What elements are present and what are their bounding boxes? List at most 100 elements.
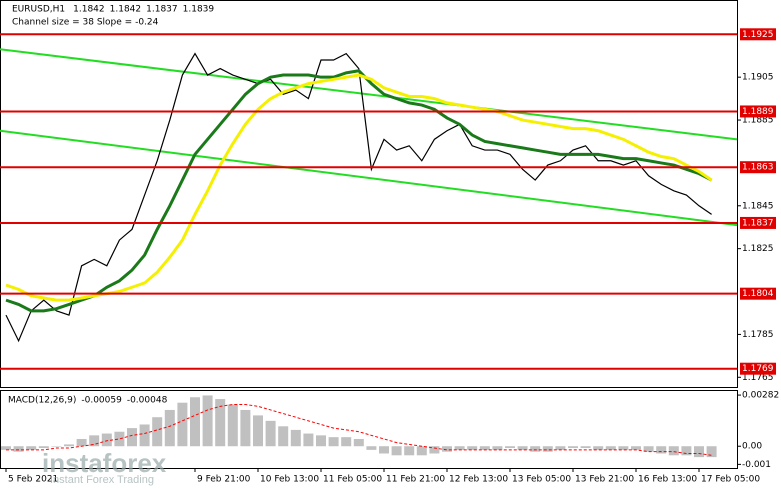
series-line <box>5 69 713 313</box>
histogram-bar <box>391 446 402 456</box>
histogram-bar <box>114 431 125 447</box>
histogram-bar <box>542 446 553 452</box>
histogram-bar <box>467 446 478 450</box>
histogram-bar <box>492 446 503 450</box>
histogram-bar <box>379 446 389 454</box>
macd-frame <box>0 390 738 469</box>
histogram-bar <box>593 446 604 450</box>
histogram-bar <box>164 409 175 447</box>
y-tick-label: 1.1845 <box>742 201 774 211</box>
histogram-bar <box>101 433 112 447</box>
x-tick-label: 12 Feb 13:00 <box>449 475 508 485</box>
level-label-bg <box>740 161 776 174</box>
histogram-bar <box>681 446 692 456</box>
y-tick-label: 0.00 <box>742 442 762 452</box>
y-tick-label: -0.001 <box>742 460 771 470</box>
y-tick-label: 1.1885 <box>742 116 774 126</box>
histogram-bar <box>366 446 377 450</box>
level-label-bg <box>740 105 776 118</box>
histogram-bar <box>152 417 163 447</box>
histogram-bar <box>580 446 591 449</box>
histogram-bar <box>341 437 352 447</box>
histogram-bar <box>643 446 654 452</box>
histogram-bar <box>227 404 238 447</box>
x-tick-label: 10 Feb 13:00 <box>260 475 319 485</box>
level-label: 1.1769 <box>742 364 774 374</box>
histogram-bar <box>505 446 515 449</box>
level-label-bg <box>740 287 776 300</box>
x-tick-label: 9 Feb 21:00 <box>197 475 251 485</box>
histogram-bar <box>64 444 74 447</box>
histogram-bar <box>631 446 641 450</box>
level-label-bg <box>740 28 776 41</box>
header-value: 1.1842 <box>73 5 105 15</box>
histogram-bar <box>215 399 226 447</box>
y-tick-label: 1.1785 <box>742 330 774 340</box>
histogram-bar <box>253 415 263 447</box>
histogram-bar <box>177 402 188 447</box>
x-tick-label: 17 Feb 05:00 <box>701 475 760 485</box>
histogram-bar <box>51 446 62 447</box>
channel-line <box>0 48 738 141</box>
x-tick-label: 5 Feb 2021 <box>8 475 58 485</box>
histogram-bar <box>76 438 87 447</box>
histogram-bar <box>328 437 339 447</box>
histogram-bar <box>530 446 541 452</box>
histogram-bar <box>442 446 452 452</box>
y-tick-label: 1.1765 <box>742 373 774 383</box>
brand: instaforex <box>42 448 167 478</box>
histogram-bar <box>454 446 465 450</box>
x-tick-label: 13 Feb 21:00 <box>575 475 634 485</box>
series-line <box>5 52 712 343</box>
histogram-bar <box>202 395 213 447</box>
histogram-bar <box>278 426 289 447</box>
histogram-bar <box>89 435 100 447</box>
header-value: -0.00048 <box>127 396 168 406</box>
histogram-bar <box>555 446 566 450</box>
level-label: 1.1889 <box>742 107 774 117</box>
x-tick-label: 11 Feb 21:00 <box>386 475 445 485</box>
histogram-bar <box>26 446 37 450</box>
main-frame <box>0 0 738 388</box>
histogram-bar <box>290 429 301 447</box>
histogram-bar <box>139 424 150 447</box>
histogram-bar <box>668 446 679 456</box>
level-label: 1.1804 <box>742 289 774 299</box>
histogram-bar <box>706 446 717 458</box>
histogram-bar <box>605 446 616 450</box>
histogram-bar <box>316 435 326 447</box>
series-line <box>5 73 713 302</box>
histogram-bar <box>429 446 440 454</box>
x-tick-label: 16 Feb 13:00 <box>638 475 697 485</box>
macd-title: MACD(12,26,9) <box>8 396 76 406</box>
header-value: 1.1839 <box>183 5 215 15</box>
histogram-bar <box>618 446 629 450</box>
tagline: Instant Forex Trading <box>50 474 154 486</box>
histogram-bar <box>568 446 578 449</box>
channel-note: Channel size = 38 Slope = -0.24 <box>12 18 159 28</box>
histogram-bar <box>38 446 49 449</box>
histogram-bar <box>517 446 528 450</box>
histogram-bar <box>13 446 24 452</box>
level-label: 1.1863 <box>742 163 774 173</box>
histogram-bar <box>1 446 11 450</box>
histogram-bar <box>694 446 704 458</box>
y-tick-label: 0.00282 <box>742 391 779 401</box>
histogram-bar <box>303 433 314 447</box>
histogram-bar <box>479 446 490 450</box>
histogram-bar <box>404 446 415 456</box>
header-value: 1.1837 <box>146 5 178 15</box>
channel-line <box>0 129 738 227</box>
level-label: 1.1925 <box>742 30 774 40</box>
x-tick-label: 13 Feb 05:00 <box>512 475 571 485</box>
histogram-bar <box>353 438 364 447</box>
plot: 1.1905 1.1885 1.1845 1.1825 1.1785 1.1765 1.19… <box>0 28 779 485</box>
series-line <box>6 404 712 456</box>
histogram-bar <box>240 409 251 447</box>
x-tick-label: 11 Feb 05:00 <box>323 475 382 485</box>
symbol-title: EURUSD,H1 <box>12 5 65 15</box>
y-tick-label: 1.1905 <box>742 73 774 83</box>
histogram-bar <box>190 397 200 447</box>
level-label: 1.1837 <box>742 218 774 228</box>
